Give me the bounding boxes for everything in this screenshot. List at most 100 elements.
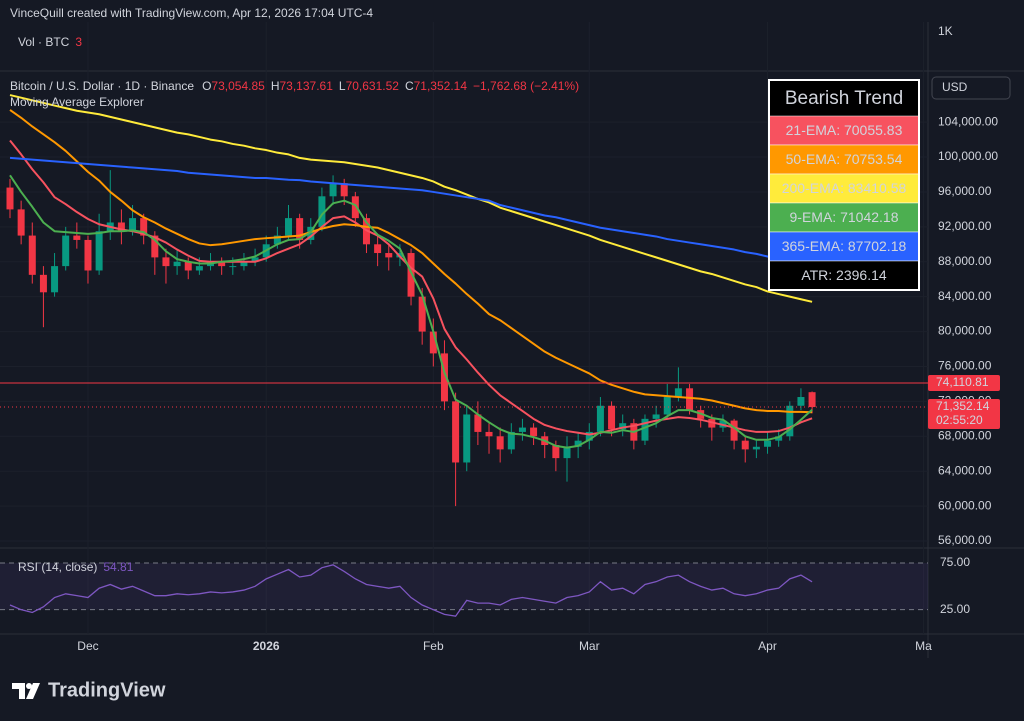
table-row-bg bbox=[768, 260, 920, 291]
volume-legend: Vol · BTC 3 bbox=[18, 35, 82, 49]
candle-body bbox=[229, 266, 237, 268]
candle-body bbox=[775, 436, 783, 441]
candle-body bbox=[652, 414, 660, 419]
y-tick-label: 75.00 bbox=[940, 555, 970, 569]
table-row: 21-EMA: 70055.83 bbox=[786, 122, 903, 138]
table-row-bg bbox=[768, 115, 920, 146]
candle-body bbox=[496, 436, 504, 450]
candle-body bbox=[39, 274, 47, 293]
table-row: 9-EMA: 71042.18 bbox=[790, 209, 899, 225]
volume-scale: 1K bbox=[938, 24, 953, 38]
candle-body bbox=[285, 218, 292, 236]
rsi-value: 54.81 bbox=[103, 560, 133, 574]
candle-body bbox=[619, 423, 627, 430]
candle-body bbox=[28, 235, 36, 275]
candle-body bbox=[51, 266, 59, 293]
candle-body bbox=[184, 261, 192, 271]
y-tick-label: 100,000.00 bbox=[938, 149, 998, 163]
ohlc-key: C bbox=[405, 79, 414, 93]
rsi-band bbox=[0, 563, 928, 610]
candle-body bbox=[351, 196, 359, 219]
candle-body bbox=[84, 239, 92, 271]
brand: TradingView bbox=[48, 679, 166, 701]
candle-body bbox=[296, 218, 304, 240]
candle-body bbox=[218, 261, 226, 267]
candle-body bbox=[741, 440, 749, 450]
candle-body bbox=[730, 420, 738, 441]
ohlc-key: L bbox=[339, 79, 346, 93]
candle-body bbox=[151, 235, 159, 258]
table-title: Bearish Trend bbox=[785, 88, 903, 109]
logo-mark bbox=[26, 683, 32, 689]
ema-line bbox=[9, 174, 813, 449]
candle-body bbox=[786, 405, 794, 437]
logo-mark bbox=[26, 683, 40, 699]
ohlc-value: 73,054.85 bbox=[211, 79, 265, 93]
table-row: 200-EMA: 83410.58 bbox=[782, 180, 907, 196]
volume-value: 3 bbox=[75, 35, 82, 49]
candle-body bbox=[95, 231, 103, 271]
grid bbox=[0, 22, 928, 634]
candle-body bbox=[429, 331, 437, 354]
logo-mark bbox=[12, 683, 25, 699]
rsi-line bbox=[9, 564, 813, 617]
y-tick-label: 64,000.00 bbox=[938, 463, 992, 477]
candle-body bbox=[663, 397, 671, 415]
candle-body bbox=[563, 446, 571, 459]
candle-body bbox=[273, 235, 281, 245]
rsi-title: RSI (14, close) bbox=[18, 560, 97, 574]
candle-body bbox=[474, 414, 482, 432]
candle-body bbox=[574, 440, 582, 447]
x-tick-label: Feb bbox=[423, 639, 444, 653]
candle-body bbox=[552, 445, 560, 459]
candle-body bbox=[385, 253, 393, 258]
candle-body bbox=[340, 183, 348, 197]
currency[interactable]: USD bbox=[942, 80, 968, 94]
y-tick-label: 60,000.00 bbox=[938, 498, 992, 512]
candle-body bbox=[407, 253, 415, 297]
ohlc-key: H bbox=[271, 79, 280, 93]
ohlc-value: 73,137.61 bbox=[279, 79, 333, 93]
candle-body bbox=[140, 218, 148, 236]
candle-body bbox=[17, 209, 25, 236]
candle-body bbox=[596, 405, 604, 432]
candle-body bbox=[530, 427, 538, 437]
ema-line bbox=[9, 94, 813, 303]
candle-body bbox=[374, 244, 382, 254]
price-label-box bbox=[928, 374, 1000, 391]
candle-body bbox=[162, 257, 170, 267]
x-tick-label: Apr bbox=[758, 639, 777, 653]
price-label: 74,110.81 bbox=[936, 375, 989, 389]
y-tick-label: 96,000.00 bbox=[938, 184, 992, 198]
change: −1,762.68 (−2.41%) bbox=[473, 79, 579, 93]
candle-body bbox=[173, 261, 181, 267]
rsi-legend: RSI (14, close) 54.81 bbox=[18, 560, 134, 574]
y-tick-label: 56,000.00 bbox=[938, 533, 992, 547]
ema-line bbox=[9, 139, 813, 436]
ema-line bbox=[9, 156, 813, 266]
candle-body bbox=[329, 183, 337, 197]
logo: TradingView bbox=[12, 679, 166, 701]
candle-body bbox=[518, 427, 526, 432]
candle-body bbox=[440, 353, 448, 402]
table-row: 50-EMA: 70753.54 bbox=[786, 151, 903, 167]
indicator-name: Moving Average Explorer bbox=[10, 95, 144, 109]
candle-body bbox=[240, 261, 248, 267]
x-tick-label: Dec bbox=[77, 639, 98, 653]
table-row-bg bbox=[768, 144, 920, 175]
ohlc-key: O bbox=[202, 79, 211, 93]
candle-body bbox=[62, 235, 70, 267]
ema-line bbox=[9, 109, 813, 414]
currency-button[interactable] bbox=[931, 76, 1011, 100]
countdown: 02:55:20 bbox=[936, 413, 983, 427]
candle-body bbox=[129, 218, 137, 232]
table-row: ATR: 2396.14 bbox=[801, 267, 887, 283]
candle-body bbox=[808, 392, 816, 408]
price-label-box bbox=[928, 399, 1000, 430]
candle-body bbox=[73, 235, 81, 240]
candle-body bbox=[752, 446, 760, 450]
candle-body bbox=[797, 397, 805, 406]
attribution: VinceQuill created with TradingView.com,… bbox=[10, 6, 373, 20]
candle-body bbox=[6, 187, 14, 210]
